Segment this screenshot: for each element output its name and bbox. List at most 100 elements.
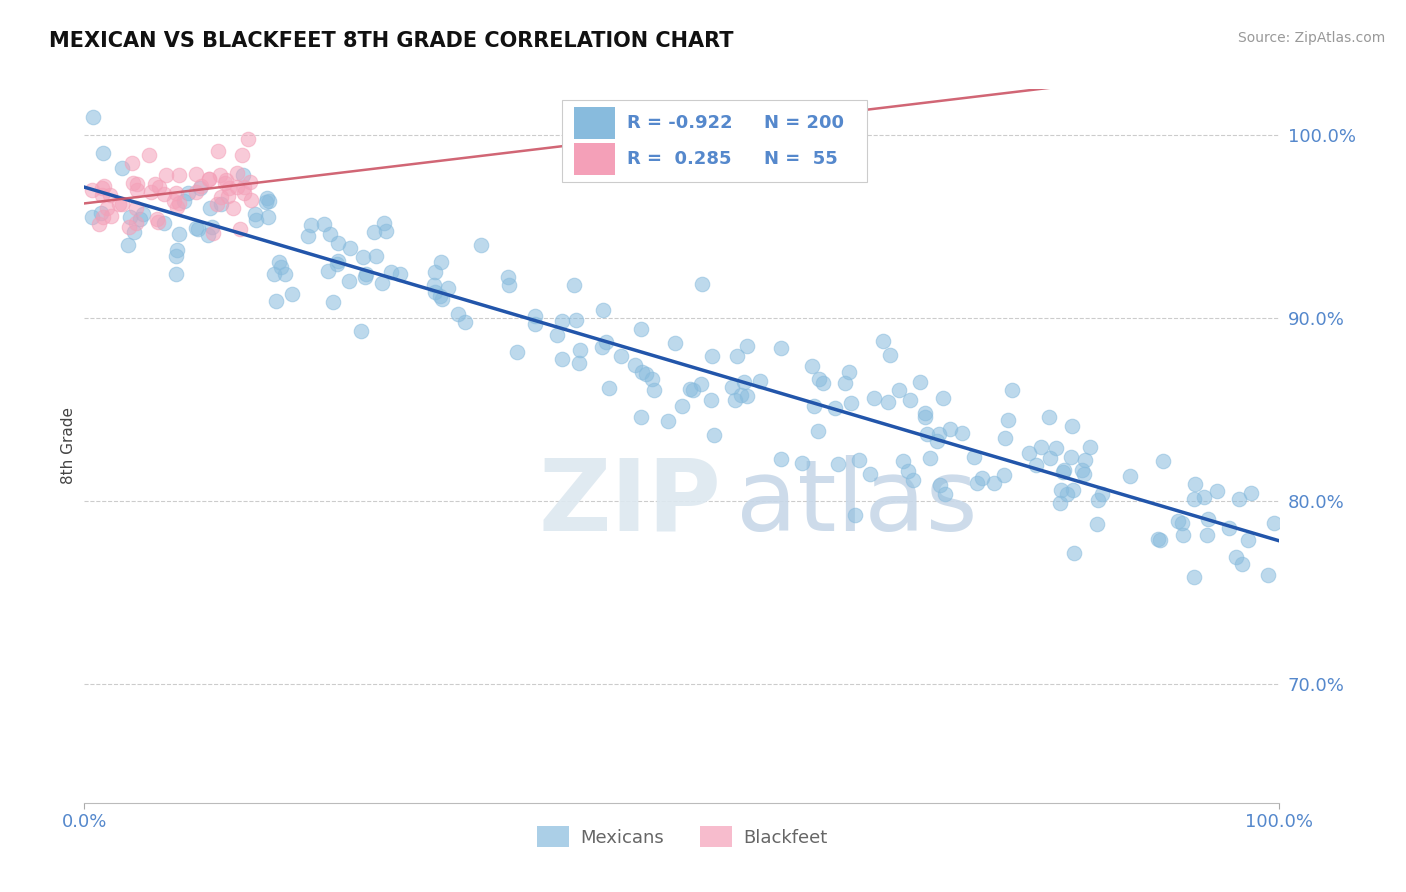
Point [184,185,207,199]
Point [792,456,814,470]
Point [966,476,988,491]
Point [1184,570,1206,584]
Point [186,221,208,235]
Point [198,171,221,186]
Point [1257,568,1279,582]
Point [243,207,266,221]
Point [928,427,950,442]
Point [1039,450,1062,465]
Point [148,180,170,194]
Point [1063,546,1085,560]
Point [326,253,349,268]
Legend: Mexicans, Blackfeet: Mexicans, Blackfeet [529,819,835,855]
Point [146,211,169,226]
Point [423,265,446,279]
Point [82,183,104,197]
Point [859,467,882,481]
Point [273,267,295,281]
Point [690,277,713,291]
Point [190,179,212,194]
Point [1050,483,1073,497]
Point [326,257,349,271]
Point [733,375,755,389]
Point [872,334,894,348]
Point [207,144,229,158]
Point [1197,512,1219,526]
Point [551,314,574,328]
Point [155,169,177,183]
Point [89,217,111,231]
Point [245,213,267,227]
Point [1078,440,1101,454]
Point [506,345,529,359]
Point [1060,450,1083,465]
Point [524,317,547,331]
Y-axis label: 8th Grade: 8th Grade [60,408,76,484]
Point [1119,468,1142,483]
Point [269,254,291,268]
Point [447,306,470,320]
Point [226,180,249,194]
Point [299,218,322,232]
Point [1149,533,1171,548]
Point [914,409,936,424]
Point [844,508,866,522]
Point [1227,491,1250,506]
Point [641,372,664,386]
Point [263,268,285,282]
Point [498,270,520,285]
Point [201,220,224,235]
Point [963,450,986,464]
Point [120,211,142,225]
Point [1074,453,1097,467]
Point [721,380,744,394]
Point [153,186,176,201]
Point [1195,528,1218,542]
Point [153,216,176,230]
Point [1192,490,1215,504]
Point [749,374,772,388]
Point [636,367,658,381]
Point [122,177,145,191]
Point [690,377,713,392]
Point [257,194,280,208]
Point [110,196,132,211]
Point [117,219,139,234]
Point [679,382,702,396]
Point [90,180,112,194]
Point [202,226,225,240]
Point [256,190,278,204]
Point [337,274,360,288]
Point [1071,463,1094,477]
Point [897,464,920,478]
Point [373,217,395,231]
Point [914,406,936,420]
Point [225,166,247,180]
Point [1073,467,1095,481]
Point [363,225,385,239]
Point [254,194,277,209]
Point [1263,516,1285,530]
Point [132,207,155,221]
Point [364,249,387,263]
Point [173,194,195,208]
Point [879,348,901,362]
Point [562,277,585,292]
Point [146,215,169,229]
Point [127,177,149,191]
Point [82,210,104,224]
Text: R = -0.922: R = -0.922 [627,114,733,132]
Point [643,383,665,397]
Point [592,303,614,318]
Point [1085,517,1108,532]
Point [898,393,921,408]
Point [184,167,207,181]
Point [598,381,620,395]
Point [664,336,686,351]
Text: N = 200: N = 200 [765,114,845,132]
Point [207,197,229,211]
Point [803,399,825,413]
Point [297,228,319,243]
Point [430,254,453,268]
Point [925,434,948,448]
